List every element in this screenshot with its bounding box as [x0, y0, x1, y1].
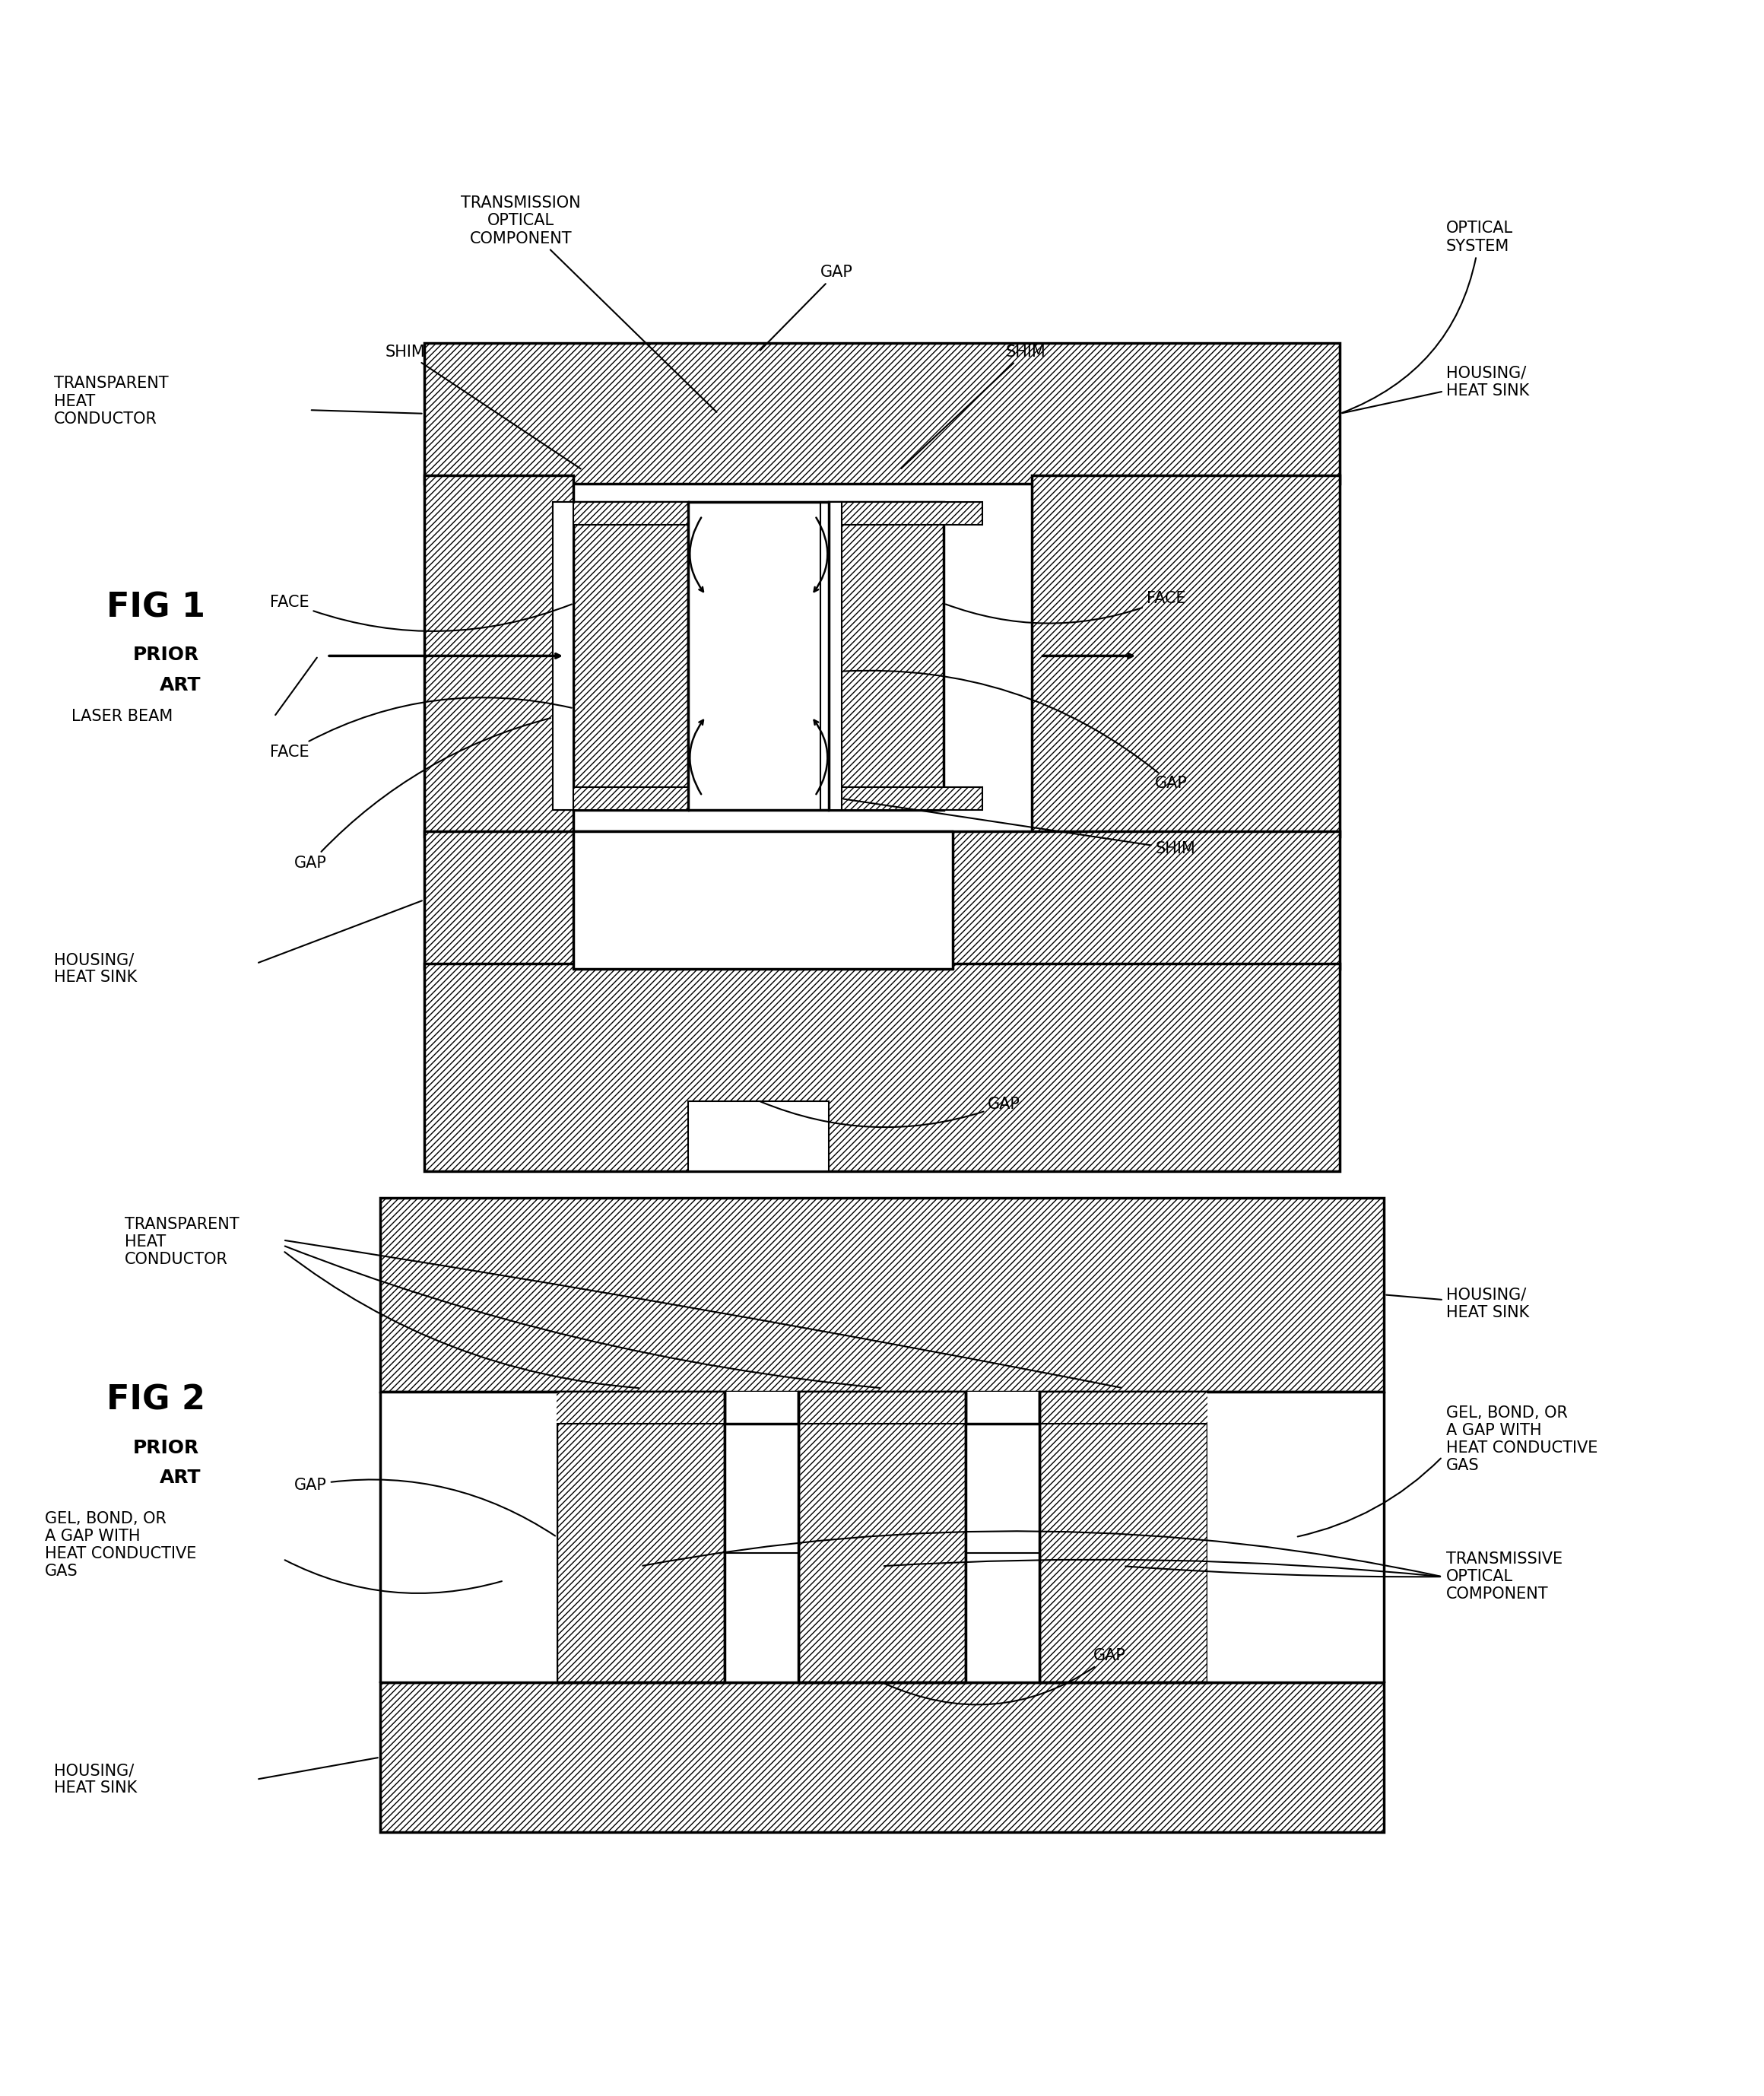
- Text: HOUSING/
HEAT SINK: HOUSING/ HEAT SINK: [55, 1763, 138, 1796]
- Text: PRIOR: PRIOR: [134, 1440, 199, 1457]
- Bar: [1039, 1392, 1207, 1683]
- Text: OPTICAL
SYSTEM: OPTICAL SYSTEM: [1342, 220, 1514, 413]
- Bar: [799, 1392, 965, 1683]
- Text: PRIOR: PRIOR: [134, 646, 199, 664]
- Text: GAP: GAP: [843, 671, 1187, 792]
- Bar: [543, 1392, 739, 1423]
- Bar: [379, 1197, 1385, 1392]
- Bar: [573, 501, 688, 809]
- Bar: [688, 1100, 829, 1172]
- Bar: [965, 1392, 1039, 1423]
- Bar: [1032, 476, 1341, 836]
- Text: ART: ART: [159, 675, 201, 694]
- Bar: [552, 788, 983, 809]
- Bar: [379, 1683, 1385, 1832]
- Bar: [725, 1392, 799, 1683]
- Text: GEL, BOND, OR
A GAP WITH
HEAT CONDUCTIVE
GAS: GEL, BOND, OR A GAP WITH HEAT CONDUCTIVE…: [1446, 1404, 1598, 1473]
- Text: ART: ART: [159, 1469, 201, 1488]
- Text: TRANSPARENT
HEAT
CONDUCTOR: TRANSPARENT HEAT CONDUCTOR: [55, 375, 168, 425]
- Text: FACE: FACE: [270, 698, 572, 759]
- Bar: [965, 1392, 1039, 1683]
- Text: GAP: GAP: [295, 719, 550, 870]
- Text: SHIM: SHIM: [843, 799, 1196, 857]
- Bar: [423, 964, 1341, 1172]
- Text: GAP: GAP: [295, 1478, 556, 1536]
- Bar: [829, 501, 944, 809]
- Bar: [552, 501, 573, 809]
- Bar: [688, 501, 829, 809]
- Text: FACE: FACE: [946, 591, 1185, 623]
- Bar: [423, 476, 573, 836]
- Text: TRANSMISSION
OPTICAL
COMPONENT: TRANSMISSION OPTICAL COMPONENT: [460, 195, 716, 413]
- Bar: [379, 1392, 557, 1683]
- Text: TRANSMISSIVE
OPTICAL
COMPONENT: TRANSMISSIVE OPTICAL COMPONENT: [1446, 1551, 1563, 1601]
- Text: LASER BEAM: LASER BEAM: [72, 708, 173, 725]
- Text: GAP: GAP: [884, 1647, 1125, 1704]
- Bar: [1207, 1392, 1385, 1683]
- Text: GEL, BOND, OR
A GAP WITH
HEAT CONDUCTIVE
GAS: GEL, BOND, OR A GAP WITH HEAT CONDUCTIVE…: [46, 1511, 198, 1578]
- Text: FIG 2: FIG 2: [108, 1383, 206, 1417]
- Text: GAP: GAP: [760, 1096, 1020, 1128]
- Bar: [423, 344, 1341, 484]
- Text: SHIM: SHIM: [385, 344, 580, 470]
- Text: FIG 1: FIG 1: [108, 591, 206, 625]
- Bar: [573, 832, 953, 968]
- Text: GAP: GAP: [760, 264, 854, 350]
- Bar: [725, 1392, 799, 1423]
- Text: HOUSING/
HEAT SINK: HOUSING/ HEAT SINK: [55, 952, 138, 985]
- Bar: [557, 1392, 725, 1683]
- Text: HOUSING/
HEAT SINK: HOUSING/ HEAT SINK: [1342, 365, 1529, 413]
- Text: TRANSPARENT
HEAT
CONDUCTOR: TRANSPARENT HEAT CONDUCTOR: [125, 1216, 238, 1268]
- Text: HOUSING/
HEAT SINK: HOUSING/ HEAT SINK: [1387, 1287, 1529, 1320]
- Text: FACE: FACE: [270, 595, 572, 631]
- Text: SHIM: SHIM: [901, 344, 1046, 470]
- Bar: [785, 1392, 979, 1423]
- Bar: [423, 832, 1341, 968]
- Bar: [552, 501, 983, 524]
- Bar: [1025, 1392, 1221, 1423]
- Bar: [820, 501, 841, 809]
